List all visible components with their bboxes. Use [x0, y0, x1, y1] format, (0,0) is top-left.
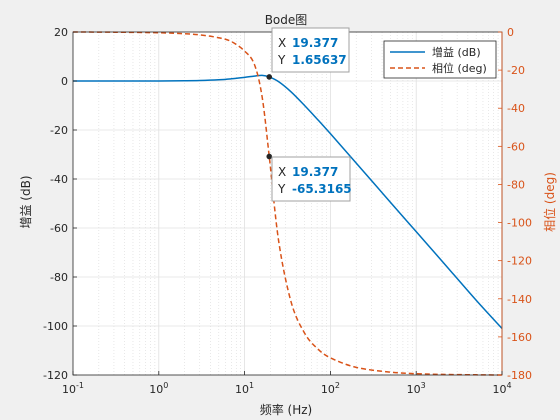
left-tick-label: 0 [61, 75, 68, 88]
right-tick-label: -40 [507, 102, 525, 115]
datatip-y-key: Y [277, 182, 286, 196]
legend-box [383, 40, 497, 79]
legend-label-phase: 相位 (deg) [432, 61, 487, 75]
right-tick-label: -80 [507, 178, 525, 191]
datatip-y-value: 1.65637 [292, 53, 347, 67]
minor-grid [98, 32, 499, 375]
x-tick-label: 100 [149, 381, 168, 396]
left-tick-label: -100 [43, 320, 68, 333]
right-tick-label: -160 [507, 331, 532, 344]
left-tick-label: -60 [50, 222, 68, 235]
datatip-marker [266, 153, 273, 160]
left-axis-title: 增益 (dB) [19, 175, 33, 228]
right-tick-label: -180 [507, 369, 532, 382]
datatip-gain[interactable]: X 19.377 Y 1.65637 [266, 27, 350, 80]
right-tick-label: -120 [507, 255, 532, 268]
x-axis-title: 频率 (Hz) [260, 402, 313, 417]
left-axis-ticks: 20 0 -20 -40 -60 -80 -100 -120 [43, 26, 77, 382]
right-tick-label: 0 [507, 26, 514, 39]
right-tick-label: -60 [507, 140, 525, 153]
left-tick-label: -80 [50, 271, 68, 284]
legend-label-gain: 增益 (dB) [432, 45, 481, 59]
datatip-x-value: 19.377 [292, 36, 338, 50]
x-tick-label: 103 [407, 381, 426, 396]
right-axis-title: 相位 (deg) [542, 172, 557, 232]
chart-title: Bode图 [265, 13, 308, 27]
right-tick-label: -100 [507, 217, 532, 230]
right-axis-ticks: 0 -20 -40 -60 -80 -100 -120 -140 -160 -180 [498, 26, 532, 382]
datatip-x-key: X [278, 36, 286, 50]
right-tick-label: -20 [507, 64, 525, 77]
left-tick-label: -40 [50, 173, 68, 186]
legend[interactable]: 增益 (dB) 相位 (deg) [383, 40, 497, 79]
datatip-marker [266, 74, 273, 80]
left-tick-label: -20 [50, 124, 68, 137]
x-tick-label: 101 [235, 381, 254, 396]
datatip-box [271, 27, 350, 73]
datatip-box [271, 156, 351, 202]
left-tick-label: -120 [43, 369, 68, 382]
datatip-x-value: 19.377 [292, 165, 338, 179]
x-tick-label: 10-1 [62, 381, 84, 396]
x-axis-ticks: 10-1 100 101 102 103 104 [62, 371, 512, 396]
left-tick-label: 20 [54, 26, 68, 39]
major-grid [73, 32, 502, 375]
datatip-phase[interactable]: X 19.377 Y -65.3165 [266, 153, 352, 202]
datatip-x-key: X [278, 165, 286, 179]
datatip-y-value: -65.3165 [292, 182, 352, 196]
x-tick-label: 102 [321, 381, 340, 396]
plot-area[interactable] [73, 32, 502, 375]
series-line-gain[interactable] [72, 74, 503, 329]
right-tick-label: -140 [507, 293, 532, 306]
datatip-y-key: Y [277, 53, 286, 67]
x-tick-label: 104 [492, 381, 511, 396]
